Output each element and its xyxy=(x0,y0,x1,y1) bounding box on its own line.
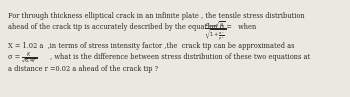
Text: a distance r =0.02 a ahead of the crack tip ?: a distance r =0.02 a ahead of the crack … xyxy=(8,65,158,73)
Text: , what is the difference between stress distribution of these two equations at: , what is the difference between stress … xyxy=(48,53,310,61)
Text: $\frac{K}{\sqrt{6.4r}}$: $\frac{K}{\sqrt{6.4r}}$ xyxy=(21,51,37,66)
Text: when: when xyxy=(236,23,256,31)
Text: ahead of the crack tip is accurately described by the equation σ =: ahead of the crack tip is accurately des… xyxy=(8,23,234,31)
Text: X = 1.02 a  ,in terms of stress intensity factor ,the  crack tip can be approxim: X = 1.02 a ,in terms of stress intensity… xyxy=(8,42,294,50)
Text: For through thickness elliptical crack in an infinite plate , the tensile stress: For through thickness elliptical crack i… xyxy=(8,12,304,20)
Text: $\frac{\sigma_{nom}\sqrt{a}}{\sqrt{1+\frac{a^2}{\rho^2}}}$: $\frac{\sigma_{nom}\sqrt{a}}{\sqrt{1+\fr… xyxy=(204,21,226,44)
Text: σ =: σ = xyxy=(8,53,22,61)
